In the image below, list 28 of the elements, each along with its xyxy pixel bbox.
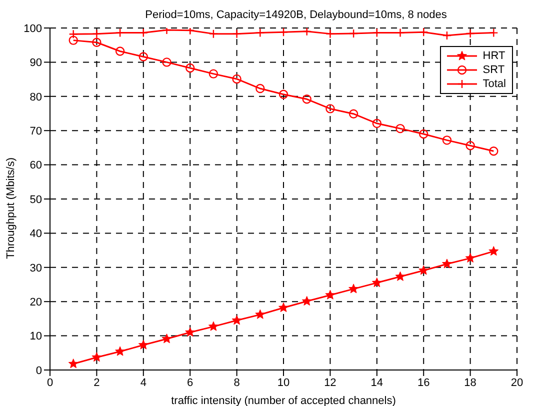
x-tick-label: 14 (370, 376, 384, 389)
legend-label: HRT (482, 49, 506, 63)
y-tick-label: 40 (30, 228, 42, 240)
legend-label: SRT (482, 63, 505, 77)
y-tick-label: 100 (24, 22, 42, 35)
y-tick-label: 80 (30, 91, 42, 104)
x-tick-label: 0 (46, 376, 54, 389)
y-axis-title: Throughput (Mbits/s) (4, 158, 17, 259)
x-tick-label: 18 (464, 376, 476, 389)
y-tick-label: 60 (30, 160, 42, 172)
x-tick-label: 20 (510, 376, 524, 389)
y-tick-label: 10 (30, 330, 42, 343)
x-tick-label: 10 (277, 376, 290, 389)
y-tick-label: 30 (30, 262, 42, 274)
chart-title: Period=10ms, Capacity=14920B, Delaybound=10ms, 8 nodes (145, 9, 448, 21)
y-tick-label: 0 (36, 364, 42, 377)
x-tick-label: 2 (94, 376, 100, 389)
x-axis-title: traffic intensity (number of accepted channels) (171, 395, 396, 406)
y-tick-label: 70 (30, 126, 42, 138)
x-tick-label: 8 (234, 376, 240, 389)
x-tick-label: 16 (417, 376, 430, 389)
x-tick-label: 6 (187, 376, 194, 389)
legend-label: Total (482, 77, 506, 91)
y-tick-label: 50 (30, 194, 42, 206)
x-tick-label: 12 (324, 376, 336, 389)
y-tick-label: 20 (30, 296, 42, 309)
y-tick-label: 90 (30, 57, 42, 70)
x-tick-label: 4 (140, 376, 146, 389)
